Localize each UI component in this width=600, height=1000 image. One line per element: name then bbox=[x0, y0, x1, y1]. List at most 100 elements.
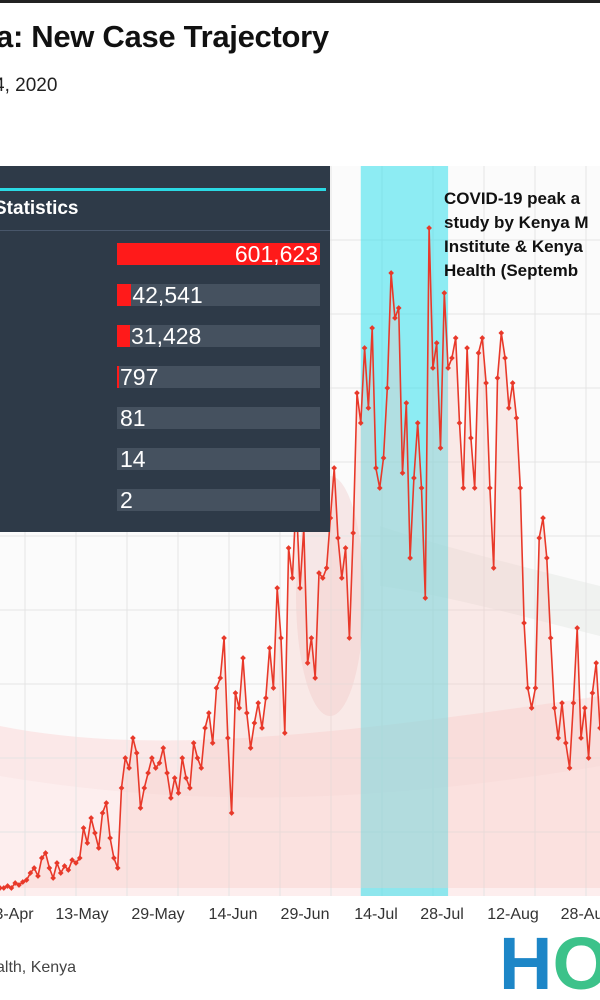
new-cases-point bbox=[414, 420, 421, 426]
x-tick-label: 29-May bbox=[131, 906, 185, 923]
annotation-line: Health (Septemb bbox=[444, 261, 579, 280]
statistics-panel: Statistics 601,623 42,541 31,428 797 81 14 2 bbox=[0, 166, 330, 532]
new-cases-point bbox=[54, 860, 60, 866]
new-cases-point bbox=[384, 385, 391, 391]
new-cases-point bbox=[464, 345, 470, 351]
statistics-value: 797 bbox=[120, 364, 159, 390]
new-cases-point bbox=[266, 645, 273, 651]
x-tick-label: 12-Aug bbox=[487, 906, 539, 923]
new-cases-point bbox=[202, 725, 208, 731]
new-cases-point bbox=[376, 485, 383, 491]
new-cases-point bbox=[31, 865, 38, 871]
statistics-row: 601,623 bbox=[0, 236, 330, 276]
new-cases-point bbox=[262, 695, 269, 701]
new-cases-point bbox=[164, 770, 170, 776]
statistics-bar-track bbox=[117, 284, 320, 306]
new-cases-point bbox=[190, 740, 197, 746]
new-cases-point bbox=[468, 435, 474, 441]
new-cases-point bbox=[319, 575, 326, 581]
new-cases-point bbox=[456, 420, 463, 426]
new-cases-point bbox=[433, 340, 440, 346]
new-cases-point bbox=[547, 635, 554, 641]
new-cases-point bbox=[228, 810, 235, 816]
new-cases-point bbox=[61, 863, 68, 869]
new-cases-point bbox=[418, 485, 425, 491]
new-cases-point bbox=[342, 545, 349, 551]
statistics-bar-track bbox=[117, 366, 320, 388]
new-cases-point bbox=[475, 350, 482, 356]
x-tick-label: 13-May bbox=[55, 906, 109, 923]
new-cases-point bbox=[555, 735, 562, 741]
x-tick-label: 14-Jul bbox=[354, 906, 398, 923]
new-cases-point bbox=[16, 882, 22, 888]
new-cases-point bbox=[46, 865, 53, 871]
series-area-fill bbox=[0, 228, 600, 888]
statistics-header: Statistics bbox=[0, 198, 79, 219]
new-cases-point bbox=[589, 690, 596, 696]
new-cases-point bbox=[244, 710, 250, 716]
new-cases-point bbox=[38, 855, 45, 861]
new-cases-point bbox=[209, 740, 216, 746]
new-cases-point bbox=[50, 875, 56, 881]
new-cases-point bbox=[259, 725, 265, 731]
new-cases-point bbox=[80, 825, 87, 831]
new-cases-point bbox=[517, 485, 524, 491]
new-cases-point bbox=[183, 775, 189, 781]
peak-highlight-band bbox=[360, 166, 449, 896]
new-cases-point bbox=[145, 770, 151, 776]
new-cases-point bbox=[88, 815, 94, 821]
new-cases-point bbox=[585, 755, 592, 761]
new-cases-point bbox=[513, 415, 520, 421]
new-cases-point bbox=[597, 725, 600, 731]
new-cases-point bbox=[483, 380, 489, 386]
new-cases-point bbox=[247, 745, 254, 751]
new-cases-point bbox=[357, 420, 364, 426]
new-cases-point bbox=[540, 515, 546, 521]
new-cases-point bbox=[149, 755, 155, 761]
new-cases-point bbox=[316, 570, 322, 576]
statistics-row: 2 bbox=[0, 482, 330, 522]
new-cases-point bbox=[206, 710, 212, 716]
new-cases-point bbox=[437, 445, 444, 451]
new-cases-point bbox=[354, 390, 360, 396]
new-cases-point bbox=[130, 735, 136, 741]
new-cases-point bbox=[274, 585, 281, 591]
new-cases-point bbox=[19, 879, 26, 885]
new-cases-point bbox=[460, 485, 467, 491]
new-cases-point bbox=[361, 345, 368, 351]
x-tick-label: 14-Jun bbox=[208, 906, 258, 923]
new-cases-point bbox=[441, 290, 448, 296]
annotation-line: Institute & Kenya bbox=[444, 237, 583, 256]
new-cases-point bbox=[126, 765, 132, 771]
statistics-value: 14 bbox=[120, 446, 146, 472]
new-cases-point bbox=[114, 865, 121, 871]
new-cases-point bbox=[35, 873, 41, 879]
new-cases-point bbox=[407, 555, 413, 561]
new-cases-point bbox=[380, 455, 387, 461]
x-tick-label: 3-Apr bbox=[0, 906, 34, 923]
new-cases-point bbox=[27, 870, 34, 876]
statistics-row: 42,541 bbox=[0, 277, 330, 317]
new-cases-point bbox=[107, 835, 113, 841]
flag-light-band bbox=[0, 766, 600, 896]
source-credit: alth, Kenya bbox=[0, 959, 77, 976]
new-cases-point bbox=[152, 765, 159, 771]
new-cases-point bbox=[335, 535, 341, 541]
new-cases-point bbox=[73, 860, 79, 866]
new-cases-point bbox=[4, 883, 11, 889]
new-cases-point bbox=[525, 685, 531, 691]
new-cases-point bbox=[487, 485, 493, 491]
statistics-bar-fill bbox=[117, 243, 320, 265]
new-cases-point bbox=[168, 795, 174, 801]
new-cases-point bbox=[194, 755, 201, 761]
statistics-bar-track bbox=[117, 489, 320, 511]
annotation-line: COVID-19 peak a bbox=[444, 189, 581, 208]
new-cases-point bbox=[479, 335, 486, 341]
new-cases-point bbox=[42, 850, 49, 856]
new-cases-point bbox=[551, 705, 558, 711]
new-cases-point bbox=[232, 690, 239, 696]
new-cases-point bbox=[141, 785, 148, 791]
statistics-bar-fill bbox=[117, 284, 132, 306]
new-cases-point bbox=[388, 270, 394, 276]
new-cases-point bbox=[570, 700, 577, 706]
